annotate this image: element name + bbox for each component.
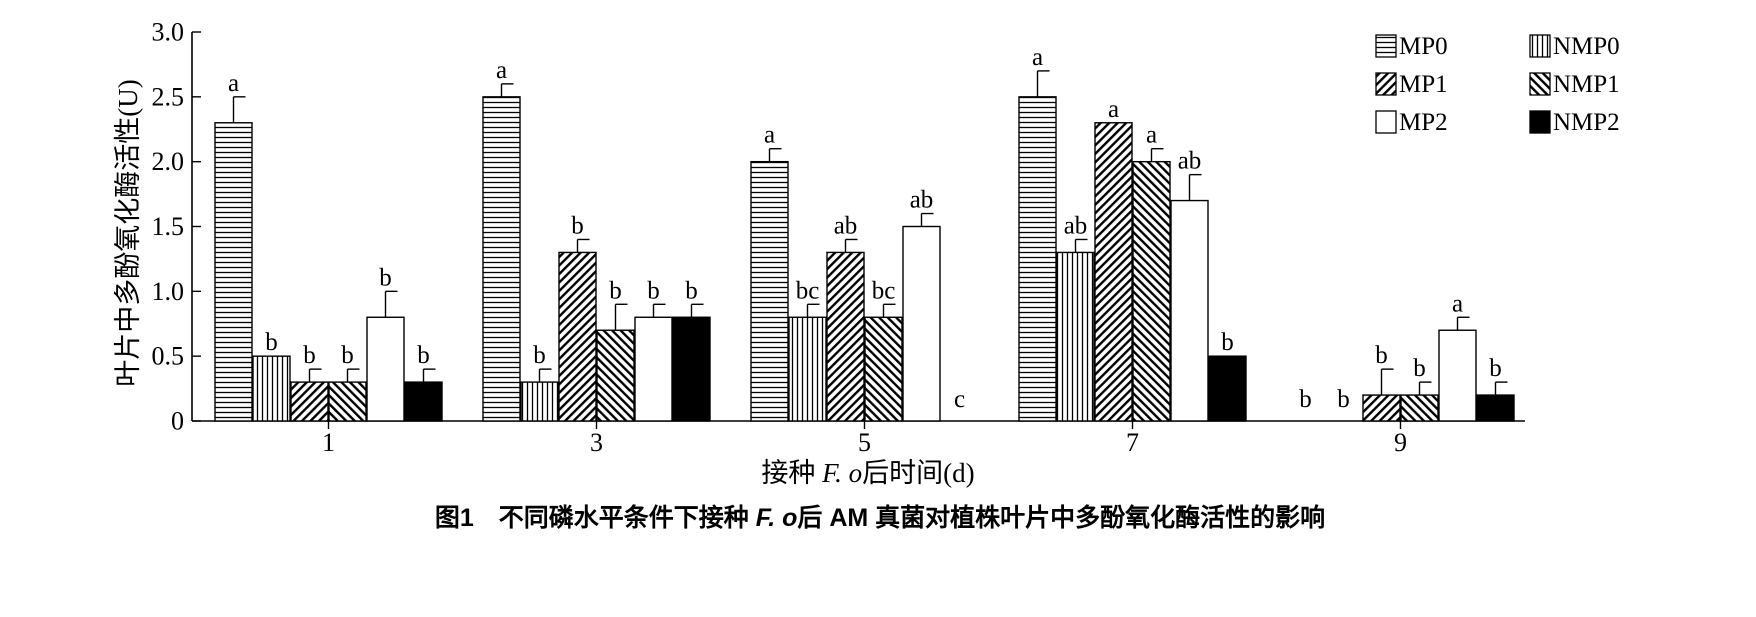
significance-label: ab	[910, 187, 934, 214]
bar-mp0	[1018, 96, 1057, 422]
significance-label: a	[1452, 290, 1463, 317]
legend-swatch-mp0	[1375, 34, 1397, 58]
legend-swatch-mp1	[1375, 72, 1397, 96]
significance-label: b	[1221, 329, 1234, 356]
bar-nmp2	[672, 316, 711, 422]
legend-label-nmp2: NMP2	[1553, 109, 1620, 136]
bar-nmp1	[328, 381, 367, 422]
significance-label: ab	[1178, 148, 1202, 175]
significance-label: ab	[1064, 212, 1088, 239]
bar-nmp1	[1400, 394, 1439, 422]
bar-mp1	[826, 251, 865, 422]
legend-label-mp1: MP1	[1399, 71, 1448, 98]
significance-label: c	[954, 386, 965, 413]
y-tick-label: 1.5	[152, 212, 185, 241]
bar-mp1	[290, 381, 329, 422]
legend-swatch-nmp0	[1529, 34, 1551, 58]
legend-label-mp2: MP2	[1399, 109, 1448, 136]
legend-label-mp0: MP0	[1399, 33, 1448, 60]
legend-label-nmp1: NMP1	[1553, 71, 1620, 98]
x-tick-label: 7	[1126, 428, 1139, 457]
significance-label: a	[1146, 122, 1157, 149]
bar-nmp0	[1056, 251, 1095, 422]
significance-label: a	[228, 70, 239, 97]
significance-label: a	[1108, 96, 1119, 123]
x-tick-label: 3	[590, 428, 603, 457]
significance-label: b	[609, 277, 622, 304]
bar-nmp1	[864, 316, 903, 422]
significance-label: b	[1337, 386, 1350, 413]
x-axis-label: 接种 F. o后时间(d)	[761, 458, 974, 488]
significance-label: b	[1413, 355, 1426, 382]
legend-label-nmp0: NMP0	[1553, 33, 1620, 60]
x-tick-label: 1	[322, 428, 335, 457]
bar-mp1	[1362, 394, 1401, 422]
y-tick-label: 0.5	[152, 342, 185, 371]
significance-label: b	[1375, 342, 1388, 369]
significance-label: b	[647, 277, 660, 304]
legend-swatch-mp2	[1375, 110, 1397, 134]
y-axis-label: 叶片中多酚氧化酶活性(U)	[113, 79, 143, 386]
bar-nmp0	[788, 316, 827, 422]
significance-label: b	[265, 329, 278, 356]
bar-mp1	[558, 251, 597, 422]
significance-label: b	[379, 264, 392, 291]
bar-nmp0	[252, 355, 291, 422]
bar-mp2	[366, 316, 405, 422]
significance-label: b	[341, 342, 354, 369]
y-tick-label: 2.0	[152, 147, 185, 176]
bar-nmp1	[596, 329, 635, 422]
figure-caption: 图1 不同磷水平条件下接种 F. o后 AM 真菌对植株叶片中多酚氧化酶活性的影…	[435, 503, 1325, 532]
significance-label: ab	[834, 212, 858, 239]
significance-label: b	[685, 277, 698, 304]
x-tick-label: 9	[1394, 428, 1407, 457]
significance-label: a	[496, 57, 507, 84]
significance-label: b	[1489, 355, 1502, 382]
bar-mp2	[902, 225, 941, 422]
y-tick-label: 3.0	[152, 18, 185, 47]
x-tick-label: 5	[858, 428, 871, 457]
legend: MP0 NMP0 MP1 NMP1 MP2 NMP2	[1375, 33, 1620, 136]
significance-label: b	[1299, 386, 1312, 413]
bar-nmp0	[520, 381, 559, 422]
bar-mp2	[1438, 329, 1477, 422]
significance-label: b	[533, 342, 546, 369]
bar-mp0	[750, 160, 789, 422]
significance-label: a	[1032, 44, 1043, 71]
significance-label: b	[571, 212, 584, 239]
bar-mp0	[482, 96, 521, 422]
bar-mp1	[1094, 122, 1133, 422]
significance-label: b	[303, 342, 316, 369]
bar-nmp1	[1132, 160, 1171, 422]
legend-swatch-nmp2	[1529, 110, 1551, 134]
significance-label: a	[764, 122, 775, 149]
significance-label: bc	[872, 277, 896, 304]
significance-label: b	[417, 342, 430, 369]
bar-nmp2	[404, 381, 443, 422]
bar-mp2	[1170, 199, 1209, 422]
y-tick-label: 0	[171, 407, 184, 436]
y-tick-label: 1.0	[152, 277, 185, 306]
bar-mp2	[634, 316, 673, 422]
significance-label: bc	[796, 277, 820, 304]
y-tick-label: 2.5	[152, 82, 185, 111]
bar-nmp2	[1476, 394, 1515, 422]
bar-mp0	[214, 122, 253, 422]
legend-swatch-nmp1	[1529, 72, 1551, 96]
bar-nmp2	[1208, 355, 1247, 422]
